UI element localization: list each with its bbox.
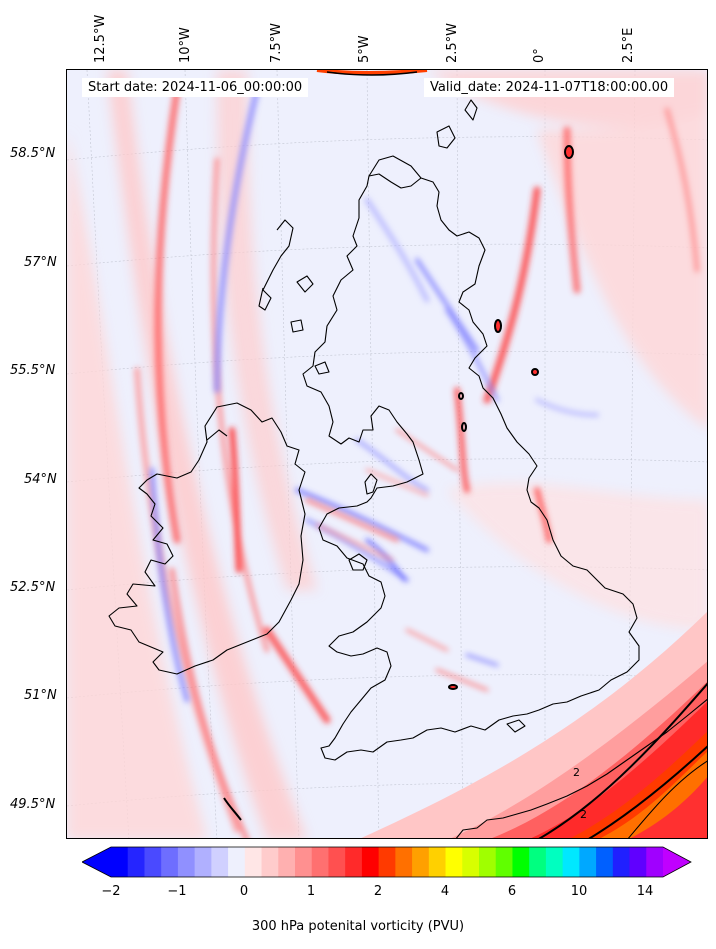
colorbar-swatch	[495, 847, 513, 877]
colorbar-swatch	[529, 847, 547, 877]
colorbar-outline	[82, 846, 692, 878]
coastlines	[108, 99, 707, 838]
colorbar-swatch	[579, 847, 597, 877]
cb-tick-1: 1	[306, 884, 316, 899]
colorbar-swatch	[261, 847, 279, 877]
ireland-coast	[108, 402, 306, 675]
colorbar-swatch	[462, 847, 480, 877]
valid-date-label: Valid_date: 2024-11-07T18:00:00.00	[424, 78, 675, 97]
colorbar-swatch	[545, 847, 564, 877]
cb-tick-6: 6	[507, 884, 517, 899]
lon-label-0: 0°	[532, 48, 547, 63]
colorbar-label: 300 hPa potenital vorticity (PVU)	[251, 919, 465, 934]
lon-label-2.5e: 2.5°E	[621, 27, 636, 63]
lat-label-52.5n: 52.5°N	[10, 580, 56, 595]
lon-label-2.5w: 2.5°W	[445, 22, 460, 63]
pv-frontal-zone: 2 2	[361, 611, 707, 838]
lat-label-57n: 57°N	[24, 255, 57, 270]
pv-ripples	[305, 428, 499, 692]
colorbar-swatch	[629, 847, 647, 877]
colorbar-swatch	[328, 847, 346, 877]
cb-tick-14: 14	[636, 884, 654, 899]
colorbar-swatch	[228, 847, 246, 877]
pv-red-streaks	[134, 86, 700, 838]
lat-label-49.5n: 49.5°N	[10, 797, 56, 812]
lon-label-5w: 5°W	[357, 35, 372, 63]
colorbar-swatch	[295, 847, 313, 877]
pv-pink-bands	[67, 70, 707, 838]
colorbar-swatch	[512, 847, 530, 877]
colorbar-swatch	[646, 847, 664, 877]
colorbar-swatch	[412, 847, 430, 877]
pv-map: 2 2	[67, 70, 707, 838]
lon-label-12.5w: 12.5°W	[93, 14, 108, 63]
cb-tick-2: 2	[373, 884, 383, 899]
lon-label-10w: 10°W	[178, 27, 193, 63]
colorbar-swatch	[177, 847, 196, 877]
colorbar-swatch	[111, 847, 129, 877]
lon-label-7.5w: 7.5°W	[269, 22, 284, 63]
colorbar-swatch	[445, 847, 463, 877]
colorbar-swatch	[244, 847, 263, 877]
colorbar-swatch	[311, 847, 329, 877]
graticule	[67, 70, 707, 838]
colorbar-swatch	[562, 847, 580, 877]
pv-closed-contours	[223, 145, 574, 821]
cb-tick-4: 4	[440, 884, 450, 899]
colorbar-swatch	[161, 847, 179, 877]
colorbar-extend-high	[663, 847, 691, 877]
colorbar-swatch	[345, 847, 363, 877]
cb-tick-0: 0	[239, 884, 249, 899]
start-date-label: Start date: 2024-11-06_00:00:00	[82, 78, 309, 97]
colorbar-swatch	[144, 847, 162, 877]
lat-label-55.5n: 55.5°N	[10, 363, 56, 378]
colorbar-extend-low	[82, 847, 111, 877]
colorbar-swatch	[194, 847, 212, 877]
colorbar-swatch	[612, 847, 631, 877]
colorbar-swatch	[596, 847, 614, 877]
colorbar-swatch	[479, 847, 497, 877]
map-panel[interactable]: 2 2	[66, 69, 708, 839]
colorbar-swatch	[361, 847, 380, 877]
contour-label-2b: 2	[580, 808, 587, 821]
top-contour	[316, 70, 428, 75]
colorbar-swatch	[428, 847, 447, 877]
colorbar-swatch	[395, 847, 413, 877]
contour-label-2a: 2	[573, 766, 580, 779]
lat-label-54n: 54°N	[24, 472, 57, 487]
lat-label-58.5n: 58.5°N	[10, 146, 56, 161]
colorbar-swatch	[378, 847, 396, 877]
colorbar-swatch	[211, 847, 229, 877]
cb-tick-10: 10	[570, 884, 588, 899]
cb-tick-m2: −2	[101, 884, 121, 899]
lat-label-51n: 51°N	[24, 688, 57, 703]
pv-colorbar	[82, 846, 692, 878]
great-britain-coast	[302, 173, 640, 761]
cb-tick-m1: −1	[167, 884, 187, 899]
colorbar-swatch	[278, 847, 296, 877]
colorbar-swatch	[127, 847, 145, 877]
